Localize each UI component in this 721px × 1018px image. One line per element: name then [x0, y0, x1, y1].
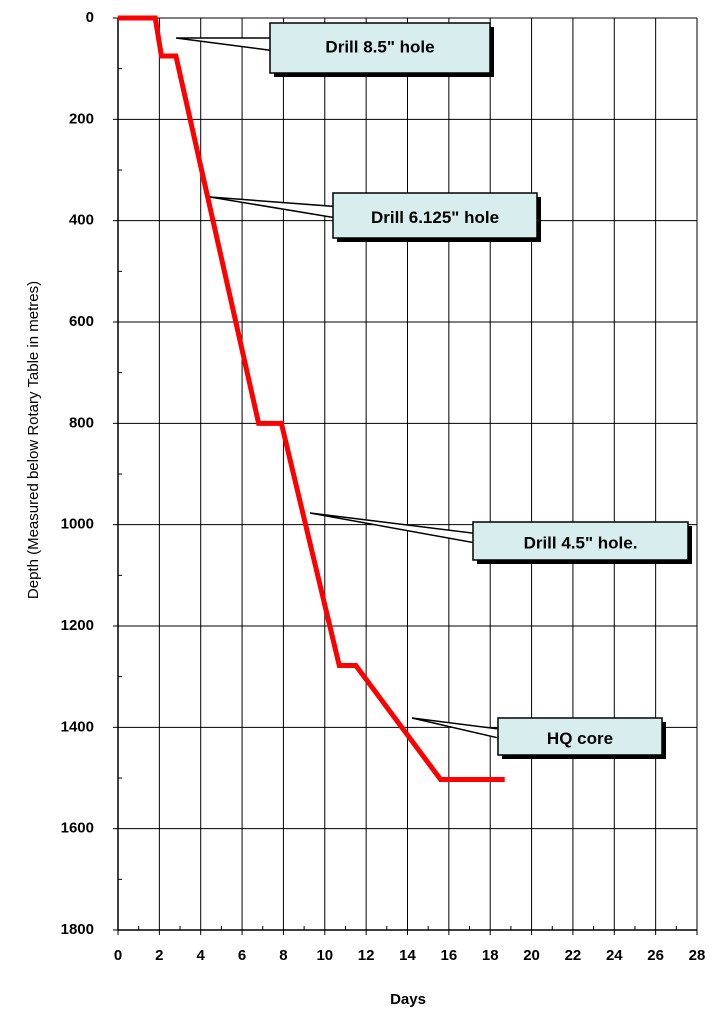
x-tick-label: 0: [114, 947, 122, 964]
data-line: [118, 15, 505, 783]
y-tick-label: 1000: [61, 516, 94, 533]
y-tick-label: 800: [69, 414, 94, 431]
y-tick-label: 1200: [61, 617, 94, 634]
callout-box: [332, 192, 538, 239]
x-tick-label: 20: [523, 947, 540, 964]
annotation: Drill 6.125" hole: [371, 208, 499, 227]
x-tick-label: 26: [647, 947, 664, 964]
y-tick-label: 200: [69, 110, 94, 127]
y-tick-label: 400: [69, 212, 94, 229]
y-tick-label: 600: [69, 313, 94, 330]
x-tick-label: 10: [316, 947, 333, 964]
callout-pointer: [309, 512, 476, 544]
annotation: HQ core: [547, 729, 613, 748]
y-tick-label: 1600: [61, 820, 94, 837]
x-tick-label: 4: [197, 947, 206, 964]
x-tick-label: 24: [606, 947, 623, 964]
x-tick-label: 18: [482, 947, 499, 964]
y-tick-label: 0: [86, 9, 94, 26]
y-axis-label: Depth (Measured below Rotary Table in me…: [25, 281, 42, 599]
callout-box: [472, 521, 689, 561]
x-tick-label: 22: [565, 947, 582, 964]
callout-pointer: [175, 37, 273, 52]
x-tick-label: 28: [689, 947, 706, 964]
callout-box: [269, 22, 491, 74]
x-tick-label: 6: [238, 947, 246, 964]
callout-pointer: [411, 717, 501, 740]
annotation: Drill 4.5" hole.: [524, 533, 638, 552]
y-tick-label: 1800: [61, 921, 94, 938]
x-tick-label: 8: [279, 947, 287, 964]
y-tick-label: 1400: [61, 718, 94, 735]
x-tick-label: 16: [441, 947, 458, 964]
x-axis-label: Days: [390, 991, 426, 1008]
callout-pointer: [209, 196, 336, 219]
x-tick-label: 14: [399, 947, 416, 964]
x-tick-label: 2: [155, 947, 163, 964]
annotation: Drill 8.5" hole: [325, 37, 434, 56]
callout-box: [497, 717, 663, 756]
x-tick-label: 12: [358, 947, 375, 964]
